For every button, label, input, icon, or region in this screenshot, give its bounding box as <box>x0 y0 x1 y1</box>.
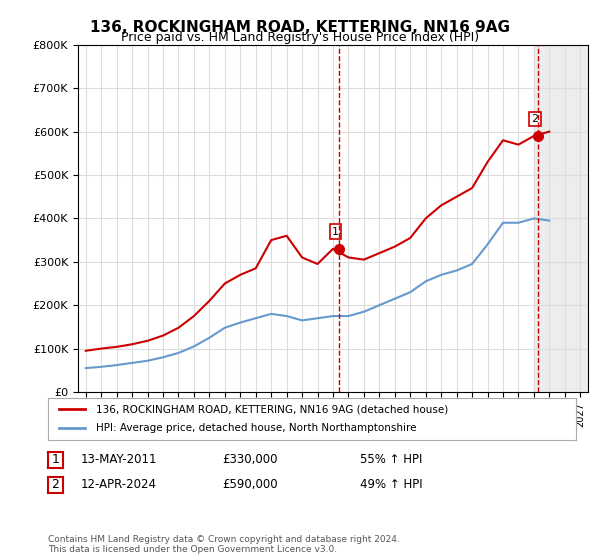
Text: 1: 1 <box>332 227 339 237</box>
Text: 12-APR-2024: 12-APR-2024 <box>81 478 157 492</box>
Text: 55% ↑ HPI: 55% ↑ HPI <box>360 453 422 466</box>
Text: 136, ROCKINGHAM ROAD, KETTERING, NN16 9AG (detached house): 136, ROCKINGHAM ROAD, KETTERING, NN16 9A… <box>95 404 448 414</box>
Text: 136, ROCKINGHAM ROAD, KETTERING, NN16 9AG: 136, ROCKINGHAM ROAD, KETTERING, NN16 9A… <box>90 20 510 35</box>
Text: Contains HM Land Registry data © Crown copyright and database right 2024.
This d: Contains HM Land Registry data © Crown c… <box>48 535 400 554</box>
Text: £330,000: £330,000 <box>222 453 277 466</box>
Text: 49% ↑ HPI: 49% ↑ HPI <box>360 478 422 492</box>
Text: 13-MAY-2011: 13-MAY-2011 <box>81 453 157 466</box>
Text: HPI: Average price, detached house, North Northamptonshire: HPI: Average price, detached house, Nort… <box>95 423 416 433</box>
Text: £590,000: £590,000 <box>222 478 278 492</box>
Text: 2: 2 <box>52 478 59 492</box>
Text: 1: 1 <box>52 453 59 466</box>
Text: 2: 2 <box>532 114 539 124</box>
Text: Price paid vs. HM Land Registry's House Price Index (HPI): Price paid vs. HM Land Registry's House … <box>121 31 479 44</box>
Bar <box>534 45 588 392</box>
